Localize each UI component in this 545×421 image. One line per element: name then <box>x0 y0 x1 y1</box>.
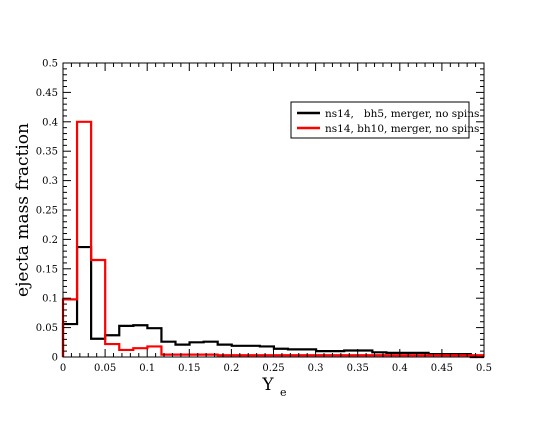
y-tick-label: 0.5 <box>42 59 58 70</box>
histogram-series-1 <box>61 245 484 359</box>
x-axis-label: Y <box>261 375 274 395</box>
y-tick-label: 0.4 <box>42 117 58 128</box>
y-tick-label: 0.2 <box>42 235 58 246</box>
histogram-series-2 <box>61 120 484 357</box>
legend-label-series-1: ns14, bh5, merger, no spins <box>325 108 479 120</box>
x-tick-label: 0.4 <box>392 363 408 374</box>
x-tick-label: 0 <box>60 363 66 374</box>
x-tick-label: 0.45 <box>431 363 453 374</box>
y-tick-label: 0.35 <box>36 147 58 158</box>
series-layer <box>61 120 484 359</box>
legend: ns14, bh5, merger, no spins ns14, bh10, … <box>290 101 479 139</box>
legend-box <box>290 101 470 139</box>
y-tick-label: 0.25 <box>36 206 58 217</box>
x-tick-label: 0.25 <box>262 363 284 374</box>
x-tick-label: 0.05 <box>94 363 116 374</box>
y-tick-label: 0.05 <box>36 323 58 334</box>
x-tick-label: 0.3 <box>308 363 324 374</box>
y-tick-label: 0 <box>52 353 58 364</box>
x-tick-label: 0.1 <box>139 363 155 374</box>
x-tick-label: 0.15 <box>178 363 200 374</box>
y-tick-label: 0.45 <box>36 88 58 99</box>
ticks-layer <box>62 62 485 358</box>
y-axis-label: ejecta mass fraction <box>13 123 33 297</box>
x-tick-label: 0.35 <box>347 363 369 374</box>
x-tick-label: 0.2 <box>223 363 239 374</box>
y-tick-label: 0.3 <box>42 176 58 187</box>
legend-label-series-2: ns14, bh10, merger, no spins <box>325 123 479 135</box>
x-axis-label-subscript: e <box>280 386 287 399</box>
x-tick-label: 0.5 <box>476 363 492 374</box>
y-tick-label: 0.1 <box>42 294 58 305</box>
y-tick-label: 0.15 <box>36 264 58 275</box>
tick-labels: 0 0.05 0.1 0.15 0.2 0.25 0.3 0.35 0.4 0.45 0.5 0 0.0… <box>36 59 492 375</box>
